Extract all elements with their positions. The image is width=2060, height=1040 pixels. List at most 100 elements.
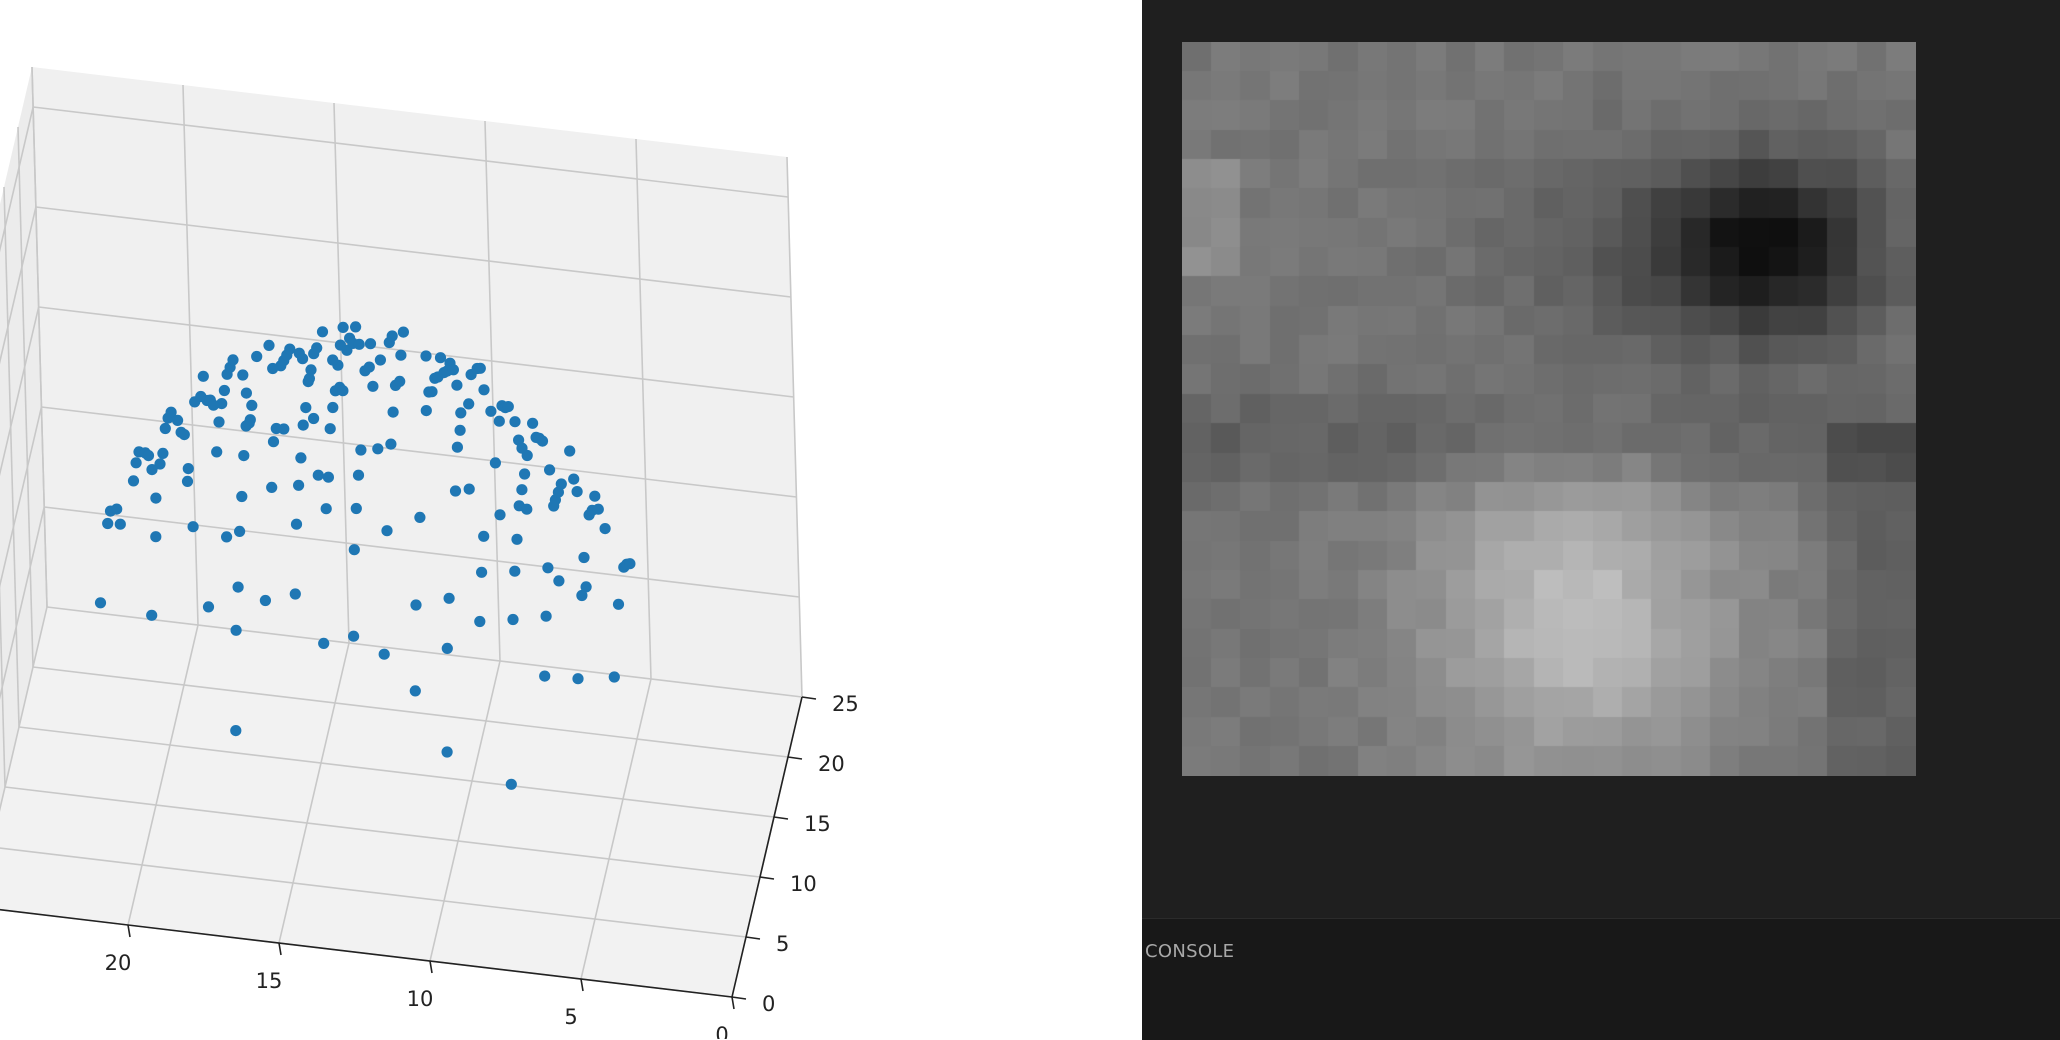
data-point (297, 419, 309, 431)
data-point (394, 375, 406, 387)
data-point (289, 588, 301, 600)
data-point (381, 525, 393, 537)
data-point (146, 609, 158, 621)
data-point (324, 423, 336, 435)
data-point (322, 471, 334, 483)
data-point (142, 450, 155, 462)
data-point (536, 435, 549, 447)
data-point (352, 469, 365, 481)
data-point (353, 338, 365, 350)
data-point (505, 778, 517, 790)
data-point (367, 380, 379, 392)
data-point (320, 503, 332, 515)
data-point (509, 416, 521, 428)
data-point (266, 481, 278, 493)
data-point (474, 362, 486, 374)
y-tick-label: 10 (790, 872, 817, 896)
image-viewer-panel: CONSOLE (1142, 0, 2060, 1040)
grid-line (33, 106, 789, 198)
data-point (311, 342, 323, 354)
grayscale-image[interactable] (1182, 42, 1916, 776)
grid-line (786, 156, 803, 698)
data-point (263, 339, 275, 351)
y-tick-mark (787, 756, 803, 760)
data-point (414, 511, 426, 523)
grid-line (0, 847, 747, 938)
grid-line (3, 186, 20, 728)
grid-line (31, 66, 48, 608)
y-tick-label: 25 (832, 692, 859, 716)
console-bar[interactable]: CONSOLE (1142, 918, 2060, 1040)
data-point (337, 385, 349, 397)
data-point (327, 401, 339, 414)
grid-line (32, 666, 789, 758)
data-point (111, 503, 123, 515)
data-point (576, 589, 588, 602)
y-tick-mark (773, 816, 789, 820)
x-axis-line (0, 908, 733, 998)
data-point (386, 330, 398, 342)
data-point (259, 594, 271, 607)
data-point (612, 598, 625, 610)
grid-line (429, 660, 501, 962)
y-tick-mark (745, 936, 761, 940)
data-point (580, 581, 592, 593)
data-point (181, 475, 194, 487)
data-point (599, 523, 611, 535)
data-point (608, 671, 620, 683)
x-tick-label: 10 (407, 987, 434, 1011)
data-point (94, 597, 107, 609)
data-point (238, 450, 250, 462)
grid-line (0, 578, 6, 788)
data-point (303, 373, 315, 385)
data-point (378, 648, 390, 660)
data-point (308, 412, 320, 425)
y-tick-label: 15 (804, 812, 831, 836)
data-point (449, 485, 462, 497)
x-tick-label: 5 (564, 1005, 577, 1029)
data-point (211, 446, 223, 458)
data-point (434, 352, 447, 364)
data-point (542, 562, 554, 574)
data-point (293, 479, 305, 491)
data-point (251, 350, 263, 363)
data-point (337, 321, 349, 333)
data-point (451, 441, 463, 453)
data-point (187, 521, 199, 533)
x-tick-label: 20 (105, 951, 132, 975)
grid-line (635, 138, 652, 680)
data-point (441, 642, 453, 655)
data-point (364, 338, 377, 350)
data-point (236, 490, 248, 503)
data-point (420, 405, 432, 417)
data-point (232, 581, 244, 593)
data-point (350, 502, 362, 515)
data-point (555, 478, 567, 490)
data-point (516, 484, 528, 496)
data-point (539, 670, 551, 682)
pane-left (0, 67, 47, 809)
grid-line (0, 306, 40, 477)
grid-line (580, 678, 652, 980)
grid-line (0, 106, 34, 253)
data-point (511, 533, 523, 545)
data-point (540, 610, 552, 622)
data-point (316, 326, 329, 338)
data-point (227, 354, 239, 366)
data-point (485, 405, 497, 417)
data-point (571, 486, 583, 498)
grid-line (35, 206, 791, 298)
data-point (218, 384, 230, 397)
grid-line (333, 102, 350, 644)
data-point (130, 457, 142, 469)
grid-line (484, 120, 501, 662)
grid-line (0, 206, 37, 365)
data-point (420, 350, 432, 362)
console-tab-label[interactable]: CONSOLE (1145, 941, 1235, 962)
data-point (234, 525, 246, 538)
data-point (454, 424, 466, 436)
data-point (447, 364, 459, 376)
data-point (150, 531, 162, 543)
data-point (395, 349, 407, 361)
data-point (474, 615, 486, 628)
